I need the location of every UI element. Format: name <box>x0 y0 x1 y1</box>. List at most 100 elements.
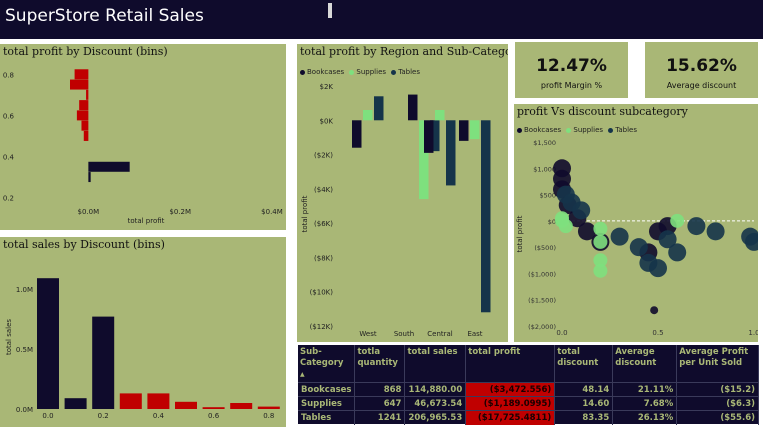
x-tick-label: 0.2 <box>98 412 109 420</box>
profit-by-discount-chart[interactable]: total profit by Discount (bins) 0.8 0.6 0.… <box>0 44 286 230</box>
x-tick-label: $0.2M <box>169 208 191 216</box>
profit-by-region-chart[interactable]: total profit by Region and Sub-Category … <box>297 44 508 342</box>
region-bar <box>481 120 491 313</box>
sales-by-discount-svg: 1.0M 0.5M 0.0M total sales 0.0 0.2 0.4 0.6 0.8 <box>5 278 280 420</box>
sales-bar <box>64 398 87 409</box>
y-tick-label: ($12K) <box>310 323 334 331</box>
legend-supplies: Supplies <box>356 68 387 76</box>
sales-bar <box>202 407 225 409</box>
profit-vs-discount-chart[interactable]: profit Vs discount subcategory Bookcases… <box>514 104 758 342</box>
profit-margin-card[interactable]: 12.47% profit Margin % <box>515 42 628 98</box>
table-row[interactable]: Tables 1241 206,965.53 ($17,725.4811) 83… <box>298 410 759 425</box>
scatter-point <box>610 227 629 246</box>
legend-supplies: Supplies <box>573 126 604 134</box>
y-tick-label: ($1,000) <box>528 270 556 278</box>
profit-margin-value: 12.47% <box>536 56 607 76</box>
x-tick-label: 0.8 <box>263 412 274 420</box>
y-tick-label: $1,000 <box>533 165 556 173</box>
profit-bar <box>74 69 89 80</box>
cell-sub-category: Supplies <box>298 396 356 411</box>
y-tick-label: $2K <box>320 83 334 91</box>
scatter-point <box>687 217 706 236</box>
scatter-point <box>558 219 573 234</box>
region-bar <box>424 120 434 153</box>
table-row[interactable]: Bookcases 868 114,880.00 ($3,472.556) 48… <box>298 382 759 397</box>
header-quantity[interactable]: totla quantity <box>354 345 406 383</box>
y-axis-label: total sales <box>5 319 13 355</box>
region-bar <box>430 120 440 152</box>
region-bar <box>408 94 418 121</box>
cell-average-profit-per-unit: ($15.2) <box>676 382 759 397</box>
cell-average-discount: 7.68% <box>612 396 678 411</box>
scatter-point <box>649 259 667 278</box>
y-tick-label: 0.5M <box>16 346 33 354</box>
scatter-point <box>650 306 659 315</box>
x-tick-label: $0.4M <box>261 208 283 216</box>
region-bar <box>363 110 373 121</box>
sales-bar <box>257 406 280 409</box>
x-tick-label: 0.0 <box>42 412 53 420</box>
average-discount-value: 15.62% <box>666 56 737 76</box>
table-header-row: Sub-Category ▲ totla quantity total sales… <box>298 345 759 383</box>
y-tick-label: ($4K) <box>314 186 333 194</box>
y-axis-label: total profit <box>301 195 309 232</box>
dashboard-title: SuperStore Retail Sales <box>5 6 204 26</box>
profit-by-region-svg: $2K $0K ($2K) ($4K) ($6K) ($8K) ($10K) ($12K) to… <box>301 83 491 338</box>
sales-bar <box>175 401 197 409</box>
scatter-point <box>593 234 608 249</box>
chart-legend: Bookcases Supplies Tables <box>514 126 637 134</box>
cell-sub-category: Tables <box>298 410 356 425</box>
x-tick-label: $0.0M <box>78 208 100 216</box>
region-bar <box>446 120 456 186</box>
x-tick-label: Central <box>427 330 453 338</box>
scatter-point <box>706 222 725 241</box>
region-bar <box>352 120 362 148</box>
subcategory-table[interactable]: Sub-Category ▲ totla quantity total sales… <box>298 345 759 425</box>
cell-average-discount: 21.11% <box>612 382 678 397</box>
header-total-sales[interactable]: total sales <box>404 345 467 383</box>
profit-bar <box>70 79 89 90</box>
profit-bar <box>81 120 89 131</box>
header-total-profit[interactable]: total profit <box>465 345 556 383</box>
cell-total-sales: 114,880.00 <box>404 382 467 397</box>
cell-total-sales: 206,965.53 <box>404 410 467 425</box>
region-bar <box>459 120 469 141</box>
cell-total-sales: 46,673.54 <box>404 396 467 411</box>
y-tick-label: ($2K) <box>314 152 333 160</box>
profit-bar <box>88 161 130 172</box>
profit-margin-label: profit Margin % <box>540 81 603 90</box>
x-tick-label: 0.0 <box>556 329 567 337</box>
sales-bar <box>119 393 142 409</box>
header-average-discount[interactable]: Average discount <box>612 345 678 383</box>
sales-bar <box>37 278 59 409</box>
header-sub-category[interactable]: Sub-Category ▲ <box>298 345 356 383</box>
header-total-discount[interactable]: total discount <box>554 345 614 383</box>
table-row[interactable]: Supplies 647 46,673.54 ($1,189.0995) 14.… <box>298 396 759 411</box>
y-tick-label: 0.6 <box>3 112 15 120</box>
y-tick-label: ($2,000) <box>528 323 556 331</box>
cell-quantity: 1241 <box>354 410 406 425</box>
x-tick-label: South <box>394 330 414 338</box>
region-bar <box>470 120 480 140</box>
header-average-profit-per-unit[interactable]: Average Profit per Unit Sold <box>676 345 759 383</box>
sales-by-discount-chart[interactable]: total sales by Discount (bins) 1.0M 0.5M 0… <box>0 237 286 427</box>
average-discount-card[interactable]: 15.62% Average discount <box>645 42 758 98</box>
x-tick-label: 1.0 <box>748 329 758 337</box>
cell-quantity: 868 <box>354 382 406 397</box>
sales-bar <box>230 403 253 409</box>
app-header: SuperStore Retail Sales <box>0 0 763 39</box>
chart-title: total profit by Region and Sub-Category <box>300 45 508 58</box>
scatter-point <box>668 243 687 262</box>
profit-vs-discount-svg: $1,500 $1,000 $500 $0 ($500) ($1,000) ($1,500)… <box>516 139 758 337</box>
legend-bookcases: Bookcases <box>307 68 345 76</box>
sort-asc-icon[interactable]: ▲ <box>300 371 305 378</box>
scatter-point <box>629 238 648 257</box>
average-discount-label: Average discount <box>666 81 737 90</box>
region-bar <box>374 96 384 121</box>
legend-tables: Tables <box>398 68 421 76</box>
y-tick-label: 0.0M <box>16 406 33 414</box>
scatter-point <box>745 232 758 251</box>
y-tick-label: 1.0M <box>16 286 33 294</box>
chart-title: total sales by Discount (bins) <box>3 238 165 251</box>
